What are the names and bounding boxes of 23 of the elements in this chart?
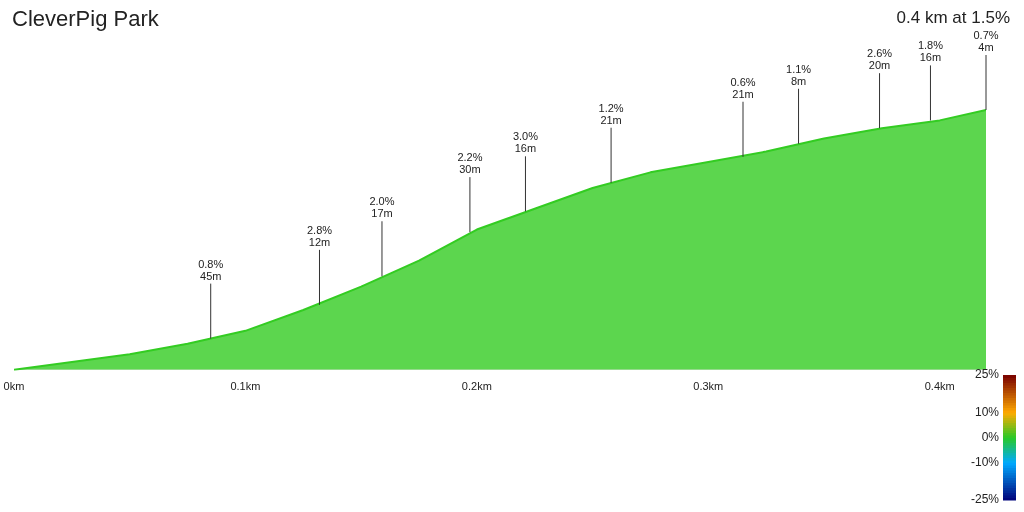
annotation: 1.1% 8m	[786, 62, 812, 87]
x-tick-label: 0.4km	[924, 380, 955, 393]
color-bar-label: -25%	[970, 492, 1000, 507]
annotation: 2.2% 30m	[457, 151, 483, 176]
x-tick-label: 0.2km	[461, 380, 492, 393]
chart-title: CleverPig Park	[12, 6, 159, 32]
annotation: 1.2% 21m	[598, 101, 624, 126]
color-bar-label: 0%	[981, 429, 1000, 444]
annotation: 3.0% 16m	[512, 130, 539, 155]
x-tick-label: 0.1km	[230, 380, 261, 393]
annotation: 0.6% 21m	[730, 75, 756, 100]
annotation: 1.8% 16m	[917, 39, 944, 64]
annotation: 0.8% 45m	[198, 257, 224, 282]
x-tick-label: 0km	[3, 380, 25, 393]
annotation: 0.7% 4m	[973, 29, 999, 53]
x-tick-label: 0.3km	[693, 380, 724, 393]
color-bar-label: -10%	[970, 454, 1000, 469]
color-bar-label: 25%	[974, 367, 1000, 382]
annotation: 2.8% 12m	[306, 223, 333, 248]
color-bar-label: 10%	[974, 404, 1000, 419]
annotation: 2.0% 17m	[369, 195, 395, 220]
chart-subtitle: 0.4 km at 1.5%	[896, 8, 1010, 28]
annotation: 2.6% 20m	[867, 47, 893, 72]
